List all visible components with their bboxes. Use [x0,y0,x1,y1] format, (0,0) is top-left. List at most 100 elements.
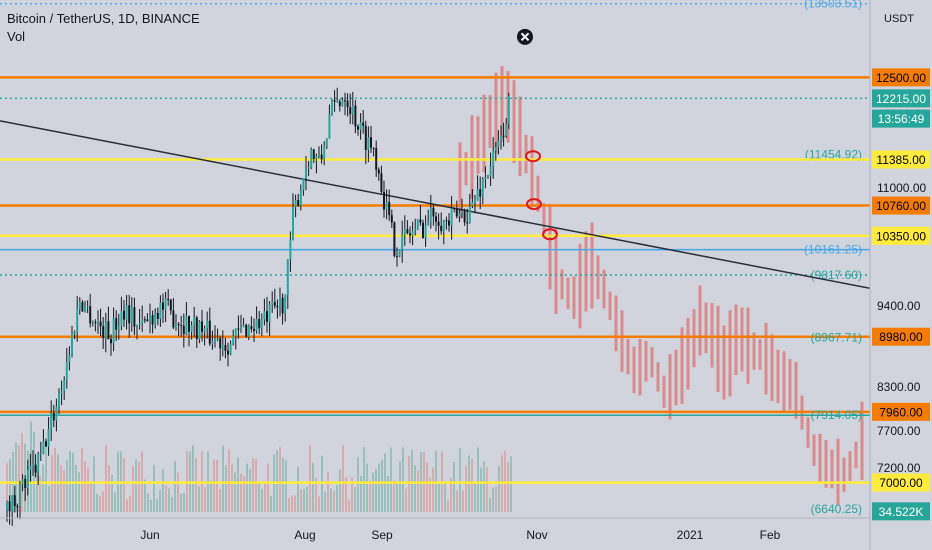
candle-body [346,100,349,108]
candle-body [367,137,370,150]
volume-bar [258,483,260,512]
price-tag-box [872,327,930,346]
volume-bar [159,489,161,512]
volume-bar [219,489,221,512]
volume-indicator-label[interactable]: Vol [7,29,26,44]
candle-body [406,229,409,234]
volume-bar [429,478,431,512]
candle-body [130,307,133,324]
candle-body [424,225,427,238]
volume-bar [153,464,155,512]
volume-bar [36,466,38,512]
volume-bar [462,490,464,512]
volume-bar [438,481,440,512]
candle-body [47,428,50,447]
volume-bar [477,447,479,512]
horizontal-levels[interactable]: (13503.51) (11454.92) (10161.25) (9817.60) (… [0,0,870,516]
volume-bar [264,484,266,512]
candle-body [398,249,401,257]
candle-body [479,189,482,197]
volume-bar [252,458,254,512]
volume-bar [6,463,8,512]
volume-bar [480,467,482,512]
candle-body [292,206,294,240]
price-tag-box [872,150,930,169]
candle-body [507,95,510,124]
volume-bar [108,465,110,512]
price-axis[interactable]: USDT12000.0011000.0010300.009400.008300.… [869,0,932,550]
time-axis[interactable]: Jun Aug Sep Nov 2021 Feb [0,517,870,542]
candle-body [11,495,14,512]
volume-bar [396,481,398,512]
volume-bar [405,488,407,512]
candle-body [234,328,237,337]
volume-bar [210,480,212,512]
volume-bar [324,491,326,512]
volume-bar [267,463,269,512]
price-tag-label: 7000.00 [879,476,923,490]
candle-body [437,221,440,226]
volume-bar [78,472,80,512]
volume-bar [66,460,68,512]
candle-body [110,338,112,344]
volume-bar [390,447,392,512]
volume-bar [318,496,320,512]
candle-body [6,501,8,511]
price-level-label: (11454.92) [805,147,862,161]
price-tag-label: 12215.00 [876,92,926,106]
candle-body [198,321,201,339]
volume-bar [276,449,278,512]
volume-bar [9,459,11,512]
candle-body [169,299,172,311]
volume-bar [363,447,365,512]
price-tick-label: 11000.00 [877,181,926,195]
candle-body [112,318,115,344]
volume-bar [402,447,404,512]
candle-body [182,325,185,335]
candle-body [141,319,144,324]
candle-body [167,298,170,300]
candle-body [201,321,203,332]
volume-bar [180,493,182,512]
volume-bar [408,456,410,512]
candle-body [487,176,489,178]
volume-bar [123,458,125,512]
candle-body [240,327,242,329]
candle-body [128,305,131,324]
volume-bar [222,445,224,512]
candle-body [310,149,313,168]
price-level-label: (13503.51) [804,0,862,11]
candle-body [357,126,359,130]
price-tick-label: 7700.00 [877,424,921,438]
candle-body [224,344,227,351]
price-level-label: (10161.25) [804,243,862,257]
volume-bar [471,458,473,512]
candle-body [318,154,320,157]
volume-bar [213,459,215,512]
candle-body [403,229,406,235]
volume-bar [126,499,128,512]
candle-body [336,101,339,103]
candle-body [362,122,365,126]
candle-body [354,105,357,127]
candle-body [450,208,453,226]
volume-bar [285,460,287,512]
candle-body [463,211,466,223]
volume-bar [261,488,263,512]
volume-bar [282,458,284,512]
volume-bar [138,462,140,512]
time-tick-label: Aug [294,528,315,542]
volume-bar [147,493,149,512]
volume-bar [162,468,164,512]
candle-body [107,321,110,339]
candle-body [331,100,333,115]
candle-body [341,100,344,107]
price-tag-box [872,89,930,108]
volume-bar [459,447,461,512]
candle-body [305,167,307,179]
highlight-ellipse [542,228,558,241]
trendline[interactable] [0,120,932,301]
symbol-title[interactable]: Bitcoin / TetherUS, 1D, BINANCE [7,11,200,26]
candle-body [206,320,209,328]
